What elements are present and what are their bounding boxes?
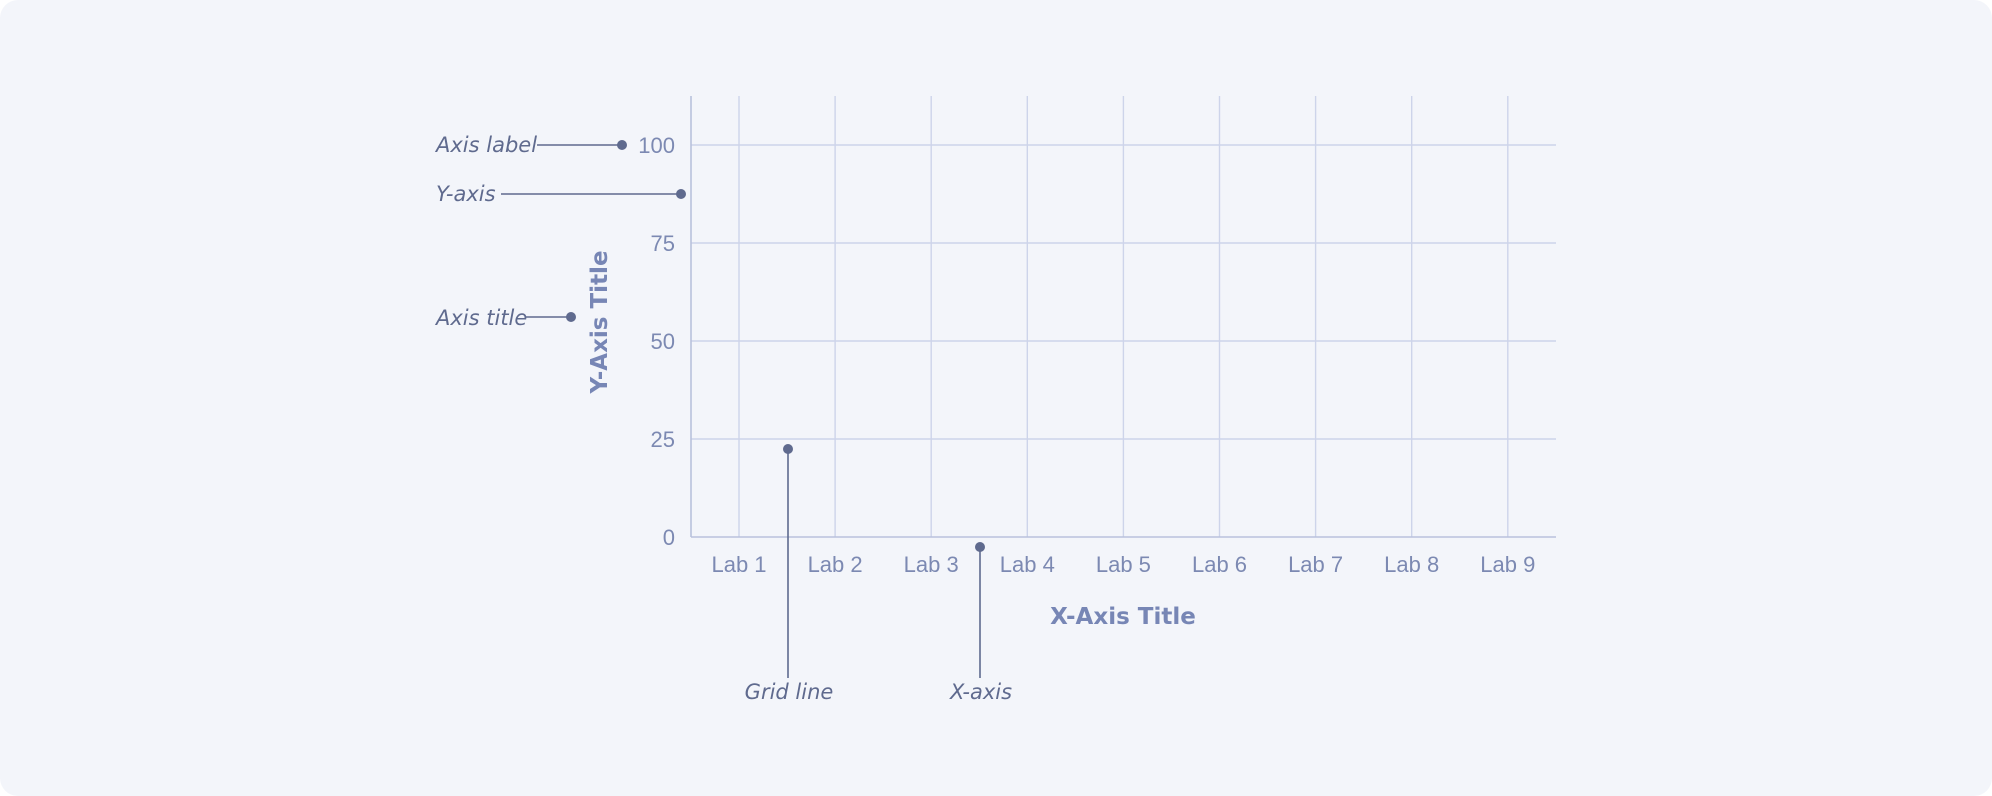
x-tick-label: Lab 3	[904, 552, 959, 577]
x-tick-label: Lab 8	[1384, 552, 1439, 577]
axes	[690, 96, 1556, 538]
x-tick-label: Lab 6	[1192, 552, 1247, 577]
x-tick-label: Lab 5	[1096, 552, 1151, 577]
y-tick-label: 50	[651, 329, 675, 354]
y-tick-label: 100	[638, 133, 675, 158]
callout-grid-line: Grid line	[745, 444, 834, 704]
callout-y-axis-text: Y-axis	[436, 182, 496, 206]
x-axis-title: X-Axis Title	[1050, 604, 1196, 630]
callout-x-axis-text: X-axis	[949, 680, 1012, 704]
callout-axis-label-text: Axis label	[434, 133, 537, 157]
callout-axis-title-dot	[566, 312, 576, 322]
y-tick-label: 75	[651, 231, 675, 256]
x-tick-label: Lab 7	[1288, 552, 1343, 577]
y-axis-title: Y-Axis Title	[587, 250, 613, 394]
y-tick-label: 0	[663, 525, 675, 550]
callout-y-axis-dot	[676, 189, 686, 199]
callout-axis-title: Axis title	[434, 306, 576, 330]
callout-axis-label: Axis label	[434, 133, 627, 157]
callout-axis-label-dot	[617, 140, 627, 150]
x-tick-label: Lab 9	[1480, 552, 1535, 577]
callout-x-axis: X-axis	[949, 542, 1012, 704]
x-tick-label: Lab 4	[1000, 552, 1055, 577]
x-tick-labels: Lab 1 Lab 2 Lab 3 Lab 4 Lab 5 Lab 6 Lab 7 Lab 8…	[711, 552, 1535, 577]
y-tick-labels: 0 25 50 75 100	[638, 133, 675, 550]
x-tick-label: Lab 2	[808, 552, 863, 577]
callout-grid-line-text: Grid line	[745, 680, 834, 704]
grid-lines	[691, 96, 1556, 537]
callout-axis-title-text: Axis title	[434, 306, 527, 330]
y-tick-label: 25	[651, 427, 675, 452]
x-tick-label: Lab 1	[711, 552, 766, 577]
callout-y-axis: Y-axis	[436, 182, 686, 206]
